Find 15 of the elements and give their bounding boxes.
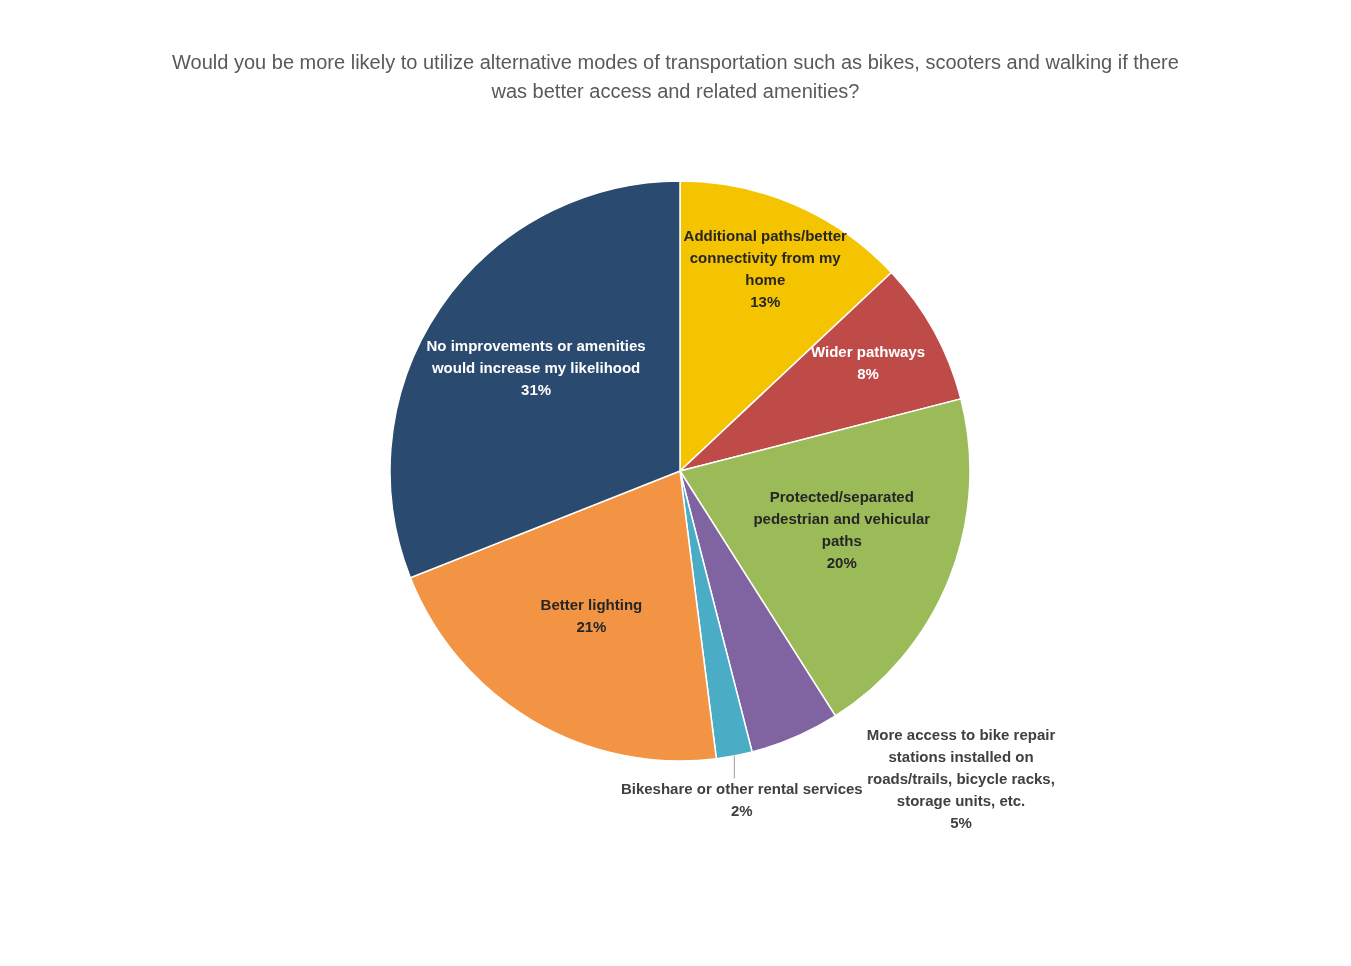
- slice-label: Additional paths/better connectivity from my home: [683, 227, 848, 289]
- data-label: 13%: [750, 293, 781, 311]
- data-label: 5%: [950, 813, 972, 831]
- data-label: 8%: [857, 364, 879, 382]
- chart-title: Would you be more likely to utilize alternative modes of transportation such as bikes, scooters and walking if there was better access and related amenities?: [171, 50, 1180, 104]
- slice-label: Wider pathways: [811, 342, 926, 360]
- slice-label: No improvements or amenities would increase my likelihood: [426, 337, 646, 377]
- slice-label: Bikeshare or other rental services: [620, 780, 863, 798]
- slice-label: Better lighting: [540, 595, 643, 613]
- data-label: 20%: [826, 554, 857, 572]
- data-label: 31%: [521, 381, 552, 399]
- slice-label: Protected/separated pedestrian and vehicular paths: [753, 488, 931, 550]
- slice-label: More access to bike repair stations installed on roads/trails, bicycle racks, storage units, etc.: [866, 725, 1056, 809]
- data-label: 21%: [576, 617, 607, 635]
- data-label: 2%: [730, 802, 753, 820]
